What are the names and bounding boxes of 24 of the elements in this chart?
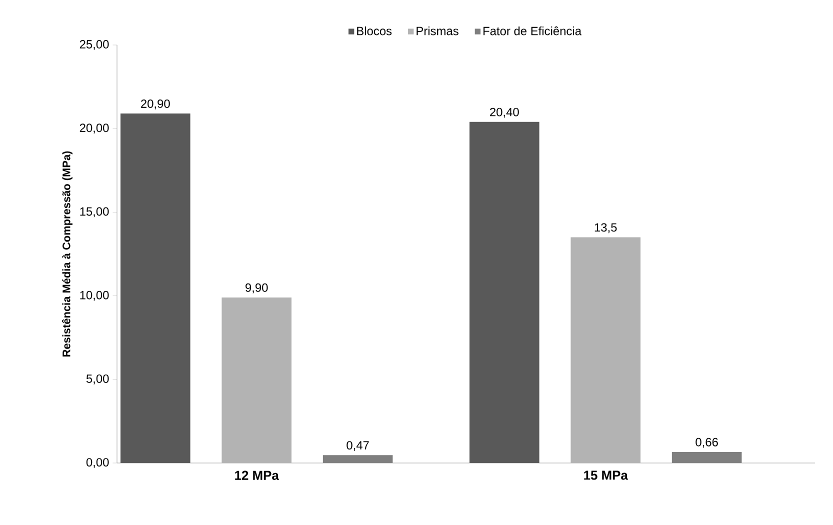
x-tick-label: 12 MPa bbox=[235, 470, 279, 480]
legend-label: Fator de Eficiência bbox=[484, 26, 582, 36]
data-label: 0,66 bbox=[696, 438, 718, 448]
bar bbox=[322, 455, 393, 463]
bar bbox=[672, 452, 742, 463]
y-axis-title: Resistência Média à Compressão (MPa) bbox=[62, 151, 72, 356]
data-label: 20,40 bbox=[490, 108, 519, 118]
x-tick-label: 15 MPa bbox=[584, 470, 628, 480]
y-tick-label: 20,00 bbox=[80, 124, 109, 134]
bar bbox=[469, 122, 540, 463]
y-tick-label: 25,00 bbox=[80, 40, 109, 50]
data-label: 9,90 bbox=[246, 283, 268, 294]
data-label: 13,5 bbox=[594, 223, 617, 234]
bar bbox=[222, 297, 292, 463]
y-tick-label: 5,00 bbox=[86, 374, 109, 384]
bar bbox=[120, 114, 190, 463]
data-label: 0,47 bbox=[346, 441, 369, 451]
bar bbox=[570, 237, 641, 463]
legend-label: Blocos bbox=[357, 26, 392, 36]
legend-label: Prismas bbox=[416, 26, 458, 36]
data-label: 20,90 bbox=[141, 99, 170, 110]
y-tick-label: 0,00 bbox=[86, 458, 109, 468]
y-tick-label: 15,00 bbox=[80, 207, 109, 218]
y-tick-label: 10,00 bbox=[80, 290, 109, 301]
